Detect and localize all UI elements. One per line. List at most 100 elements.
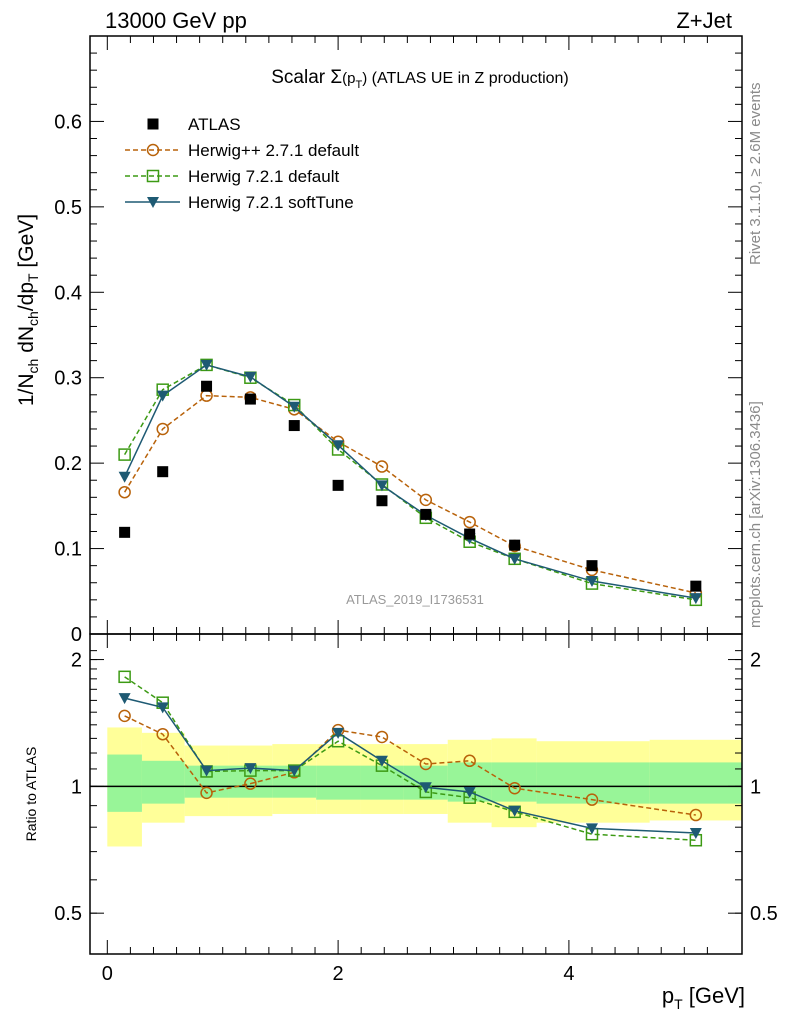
ratio-point — [156, 702, 169, 714]
ratio-point — [332, 727, 345, 739]
main-point — [119, 526, 131, 538]
ratio-point — [585, 823, 598, 835]
legend-entry: Herwig 7.2.1 softTune — [125, 193, 354, 212]
ratio-frame — [89, 633, 743, 955]
legend-label: Herwig++ 2.7.1 default — [188, 141, 359, 160]
main-ytick-label: 0 — [71, 624, 82, 646]
legend-label: Herwig 7.2.1 default — [188, 167, 339, 186]
ratio-point — [419, 782, 432, 794]
main-point — [118, 471, 131, 483]
ratio-band-inner — [107, 754, 142, 812]
x-tick-label: 4 — [563, 963, 574, 985]
main-point — [201, 380, 213, 392]
ratio-point — [244, 777, 257, 790]
ratio-point — [118, 693, 131, 705]
ratio-ytick-label: 1 — [71, 776, 82, 798]
ratio-point — [200, 765, 213, 777]
main-point — [585, 576, 598, 588]
main-point — [244, 371, 257, 383]
legend-marker — [146, 143, 160, 157]
ratio-point — [375, 730, 389, 744]
ratio-band-inner — [316, 765, 361, 800]
legend-marker — [147, 197, 159, 208]
legend-entry: Herwig++ 2.7.1 default — [125, 141, 359, 160]
main-line-3 — [123, 364, 696, 599]
ratio-panel: 0.5 0.5 1 1 2 2 0 2 4 Ratio to ATLAS pT [GeV] — [23, 633, 778, 1012]
ratio-point — [200, 786, 213, 800]
title-suffix: (ATLAS UE in Z production) — [367, 70, 569, 87]
legend-entry: Herwig 7.2.1 default — [125, 167, 339, 186]
xlabel-sub: T — [674, 996, 683, 1012]
main-point — [463, 515, 476, 529]
ratio-point — [419, 757, 433, 771]
ratio-point — [375, 755, 388, 767]
ratio-ytick-label-right: 2 — [750, 650, 761, 672]
main-line-1 — [123, 394, 697, 594]
main-point — [376, 495, 388, 507]
main-point — [464, 528, 476, 540]
title-sub: T — [355, 79, 362, 91]
ratio-ticks: 0.5 0.5 1 1 2 2 0 2 4 — [54, 634, 778, 985]
ratio-ytick-label-right: 1 — [750, 776, 761, 798]
chart-title: Scalar Σ(pT) (ATLAS UE in Z production) — [271, 67, 569, 91]
ratio-ytick-label: 2 — [71, 650, 82, 672]
title-close: ) — [362, 70, 367, 87]
ratio-point — [118, 709, 131, 723]
main-point — [156, 390, 169, 402]
main-ylabel: 1/Nch dNch/dpT [GeV] — [15, 214, 41, 406]
main-point — [586, 560, 598, 572]
main-point — [156, 422, 169, 436]
energy-label: 13000 GeV pp — [105, 8, 247, 33]
main-ytick-label: 0.4 — [54, 282, 82, 304]
title-prefix: Scalar — [271, 67, 330, 88]
process-label: Z+Jet — [676, 8, 732, 33]
main-point — [375, 480, 388, 492]
ratio-point — [689, 828, 702, 840]
ratio-band-inner — [536, 762, 650, 804]
ratio-band-inner — [649, 762, 742, 804]
main-ticks: 0 0.1 0.2 0.3 0.4 0.5 0.6 — [54, 36, 742, 646]
legend-marker — [146, 169, 160, 183]
legend: ATLAS Herwig++ 2.7.1 default Herwig 7.2.1 … — [125, 115, 359, 212]
main-point — [288, 420, 300, 432]
legend-marker — [147, 118, 159, 130]
legend-label: Herwig 7.2.1 softTune — [188, 193, 354, 212]
ratio-point — [463, 754, 476, 768]
main-point — [508, 553, 521, 565]
x-tick-label: 2 — [333, 963, 344, 985]
ratio-point — [689, 808, 703, 822]
main-ytick-label: 0.6 — [54, 111, 82, 133]
legend-entry: ATLAS — [147, 115, 241, 134]
main-point — [375, 460, 389, 473]
main-point — [332, 479, 344, 491]
main-point — [118, 485, 131, 499]
main-ytick-label: 0.5 — [54, 197, 82, 219]
ratio-point — [585, 793, 599, 806]
title-sigma: Σ — [330, 67, 342, 88]
main-series-0 — [119, 380, 702, 592]
main-ytick-label: 0.1 — [54, 539, 82, 561]
ratio-ytick-label: 0.5 — [54, 903, 82, 925]
main-series-3 — [118, 359, 702, 605]
main-point — [509, 539, 521, 551]
ratio-point — [118, 670, 131, 684]
main-point — [420, 508, 432, 520]
ratio-line-2 — [124, 697, 696, 834]
main-point — [244, 393, 256, 405]
ratio-ytick-label-right: 0.5 — [750, 903, 778, 925]
main-ytick-label: 0.2 — [54, 453, 82, 475]
rivet-label: Rivet 3.1.10, ≥ 2.6M events — [747, 83, 764, 266]
ratio-series — [118, 670, 703, 847]
xlabel-p: p — [662, 983, 674, 1008]
main-point — [157, 466, 169, 478]
x-tick-label: 0 — [102, 963, 113, 985]
ratio-bands — [90, 727, 742, 847]
ratio-point — [463, 786, 476, 798]
main-point — [288, 401, 301, 413]
analysis-watermark: ATLAS_2019_I1736531 — [346, 592, 484, 607]
main-point — [118, 448, 131, 461]
ratio-point — [508, 805, 521, 817]
main-point — [690, 580, 702, 592]
ratio-point — [156, 727, 169, 741]
